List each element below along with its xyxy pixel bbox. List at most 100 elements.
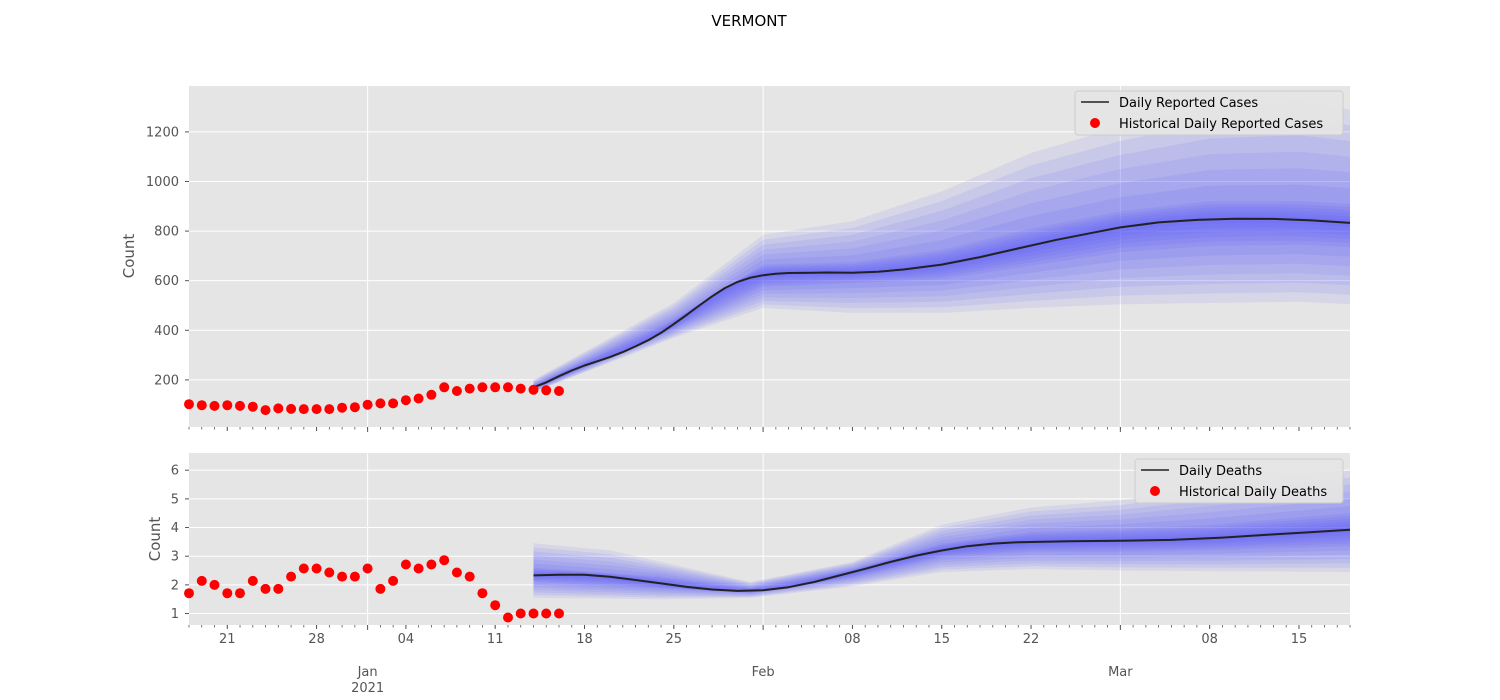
deaths-historical-point — [184, 588, 194, 599]
cases-y-tick-label: 200 — [154, 373, 179, 388]
cases-historical-point — [273, 403, 284, 414]
deaths-legend-point-swatch — [1150, 486, 1160, 496]
cases-median-line — [533, 217, 1351, 389]
deaths-historical-point — [541, 608, 552, 619]
cases-y-tick-label: 1200 — [146, 125, 179, 140]
cases-historical-point — [490, 382, 501, 393]
deaths-uncertainty-band — [533, 527, 1350, 592]
deaths-y-tick-label: 1 — [171, 607, 179, 622]
x-tick-label: 25 — [666, 632, 683, 647]
x-tick-label: 08 — [844, 632, 861, 647]
deaths-historical-point — [477, 588, 488, 599]
cases-historical-point — [388, 398, 399, 409]
deaths-historical-point — [388, 575, 399, 586]
cases-grid — [189, 86, 1350, 427]
cases-legend-box — [1074, 90, 1344, 136]
cases-historical-point — [477, 382, 488, 393]
cases-uncertainty-band — [533, 184, 1350, 391]
cases-uncertainty-band — [533, 210, 1350, 389]
cases-historical-point — [298, 404, 309, 415]
deaths-historical-point — [400, 559, 411, 570]
cases-uncertainty-band — [533, 102, 1350, 393]
cases-uncertainty-band — [533, 207, 1350, 389]
deaths-grid — [189, 453, 1350, 625]
deaths-historical-point — [196, 575, 207, 586]
cases-uncertainty-band — [533, 118, 1350, 392]
cases-y-tick-label: 600 — [154, 274, 179, 289]
cases-historical-point — [247, 401, 258, 412]
cases-historical-point — [413, 393, 424, 404]
cases-historical-point — [375, 398, 386, 409]
cases-historical-point — [503, 382, 513, 393]
cases-historical-point — [311, 404, 322, 415]
deaths-y-tick-label: 4 — [171, 521, 179, 536]
cases-historical-point — [528, 384, 539, 395]
cases-historical-point — [362, 399, 373, 410]
deaths-historical-point — [413, 563, 424, 574]
x-tick-label: 28 — [308, 632, 325, 647]
deaths-historical-point — [439, 555, 450, 566]
cases-historical-point — [451, 386, 462, 396]
deaths-historical-point — [222, 588, 233, 599]
cases-historical-point — [400, 395, 411, 406]
cases-uncertainty-band — [533, 135, 1350, 392]
deaths-historical-point — [464, 571, 475, 582]
x-year-label: 2021 — [351, 681, 384, 696]
deaths-historical-point — [298, 563, 309, 574]
x-tick-label: 15 — [1291, 632, 1308, 647]
deaths-uncertainty-band — [533, 513, 1350, 593]
deaths-y-tick-label: 5 — [171, 492, 179, 507]
cases-historical-point — [426, 389, 437, 400]
deaths-historical-point — [426, 559, 437, 570]
x-month-label: Mar — [1108, 665, 1133, 680]
deaths-historical-point — [490, 600, 501, 611]
deaths-historical-point — [554, 608, 564, 619]
deaths-historical-point — [528, 608, 539, 619]
cases-historical-point — [439, 382, 450, 393]
deaths-y-tick-label: 2 — [171, 578, 179, 593]
x-tick-label: 18 — [576, 632, 593, 647]
deaths-historical-point — [286, 571, 297, 582]
deaths-uncertainty-band — [533, 518, 1350, 593]
cases-historical-point — [184, 399, 194, 410]
deaths-historical-point — [362, 563, 373, 574]
cases-uncertainty-band — [533, 204, 1350, 390]
x-month-label: Jan — [357, 665, 378, 680]
deaths-legend: Daily Deaths Historical Daily Deaths — [1134, 458, 1344, 504]
cases-y-axis-label: Count — [120, 234, 138, 279]
cases-historical-point — [222, 400, 233, 411]
deaths-legend-box — [1134, 458, 1344, 504]
cases-median-polyline — [533, 217, 1351, 389]
cases-historical-point — [554, 386, 564, 396]
deaths-y-tick-label: 6 — [171, 464, 179, 479]
cases-historical-point — [196, 400, 207, 411]
cases-legend-line-label: Daily Reported Cases — [1119, 96, 1258, 111]
x-tick-label: 22 — [1023, 632, 1040, 647]
cases-historical-point — [324, 404, 335, 415]
deaths-historical-point — [209, 579, 220, 590]
cases-historical-point — [464, 383, 475, 394]
deaths-historical-point — [515, 608, 526, 619]
cases-y-tick-label: 800 — [154, 225, 179, 240]
x-tick-label: 11 — [487, 632, 504, 647]
cases-panel: 200 400 600 800 1000 1200 Count Daily Reporte… — [120, 86, 1351, 432]
deaths-historical-point — [311, 563, 322, 574]
cases-legend-points-label: Historical Daily Reported Cases — [1119, 117, 1323, 132]
deaths-historical-point — [503, 612, 513, 623]
x-tick-label: 21 — [219, 632, 236, 647]
deaths-historical-point — [273, 583, 284, 594]
deaths-panel: 1 2 3 4 5 6 Count Daily Deaths Historical Dai… — [146, 453, 1351, 630]
deaths-historical-points — [184, 555, 564, 623]
deaths-historical-point — [337, 571, 348, 582]
deaths-historical-point — [451, 567, 462, 578]
deaths-historical-point — [235, 588, 245, 599]
x-month-label: Feb — [752, 665, 775, 680]
deaths-y-ticks: 1 2 3 4 5 6 — [171, 464, 189, 622]
deaths-x-ticks — [188, 625, 1351, 630]
cases-historical-point — [209, 400, 220, 411]
cases-y-tick-label: 1000 — [146, 175, 179, 190]
cases-historical-point — [515, 383, 526, 394]
cases-uncertainty-band — [533, 151, 1350, 391]
